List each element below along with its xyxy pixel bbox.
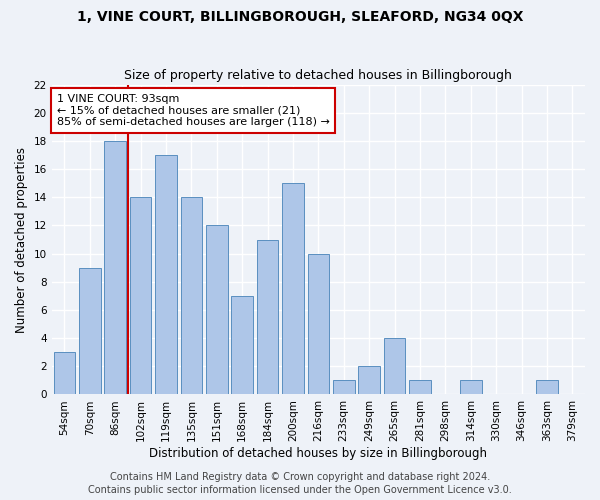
Bar [53, 352, 75, 395]
Bar [79, 268, 101, 394]
Bar [155, 155, 177, 394]
Bar [257, 240, 278, 394]
Bar [460, 380, 482, 394]
Bar [232, 296, 253, 394]
Text: 1 VINE COURT: 93sqm
← 15% of detached houses are smaller (21)
85% of semi-detach: 1 VINE COURT: 93sqm ← 15% of detached ho… [57, 94, 330, 127]
Bar [130, 197, 151, 394]
Bar [282, 183, 304, 394]
Bar [206, 226, 227, 394]
Title: Size of property relative to detached houses in Billingborough: Size of property relative to detached ho… [124, 69, 512, 82]
Text: Contains HM Land Registry data © Crown copyright and database right 2024.
Contai: Contains HM Land Registry data © Crown c… [88, 472, 512, 495]
Bar [333, 380, 355, 394]
Bar [409, 380, 431, 394]
X-axis label: Distribution of detached houses by size in Billingborough: Distribution of detached houses by size … [149, 447, 487, 460]
Text: 1, VINE COURT, BILLINGBOROUGH, SLEAFORD, NG34 0QX: 1, VINE COURT, BILLINGBOROUGH, SLEAFORD,… [77, 10, 523, 24]
Bar [104, 141, 126, 395]
Bar [358, 366, 380, 394]
Bar [536, 380, 557, 394]
Y-axis label: Number of detached properties: Number of detached properties [15, 146, 28, 332]
Bar [181, 197, 202, 394]
Bar [384, 338, 406, 394]
Bar [308, 254, 329, 394]
